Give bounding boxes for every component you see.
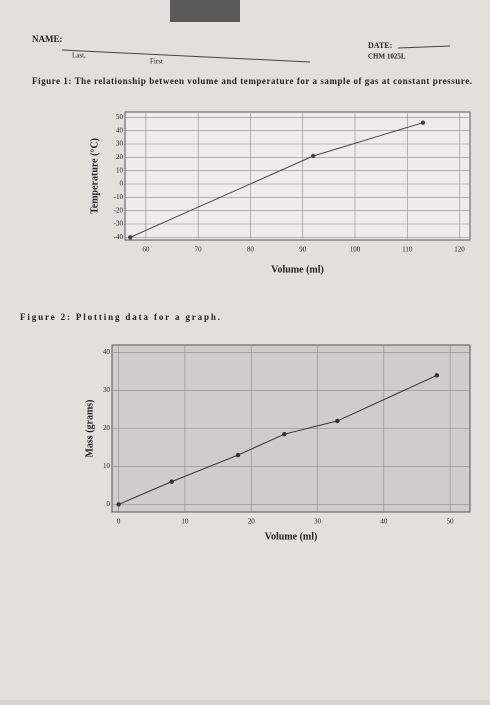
x-tick-label: 60 [142,246,150,254]
date-line [397,45,451,49]
last-label: Last, [72,52,86,60]
y-tick-label: 10 [103,462,111,470]
x-tick-label: 90 [299,246,307,254]
y-tick-label: -40 [114,233,124,241]
y-tick-label: 20 [103,424,111,432]
y-tick-label: 50 [116,113,124,121]
data-point [116,502,121,507]
x-tick-label: 80 [247,246,255,254]
first-label: First [150,58,163,66]
figure-caption: Figure 1: The relationship between volum… [32,76,472,86]
x-tick-label: 10 [181,518,189,526]
x-tick-label: 110 [402,246,413,254]
y-tick-label: 0 [107,500,111,508]
x-tick-label: 40 [380,518,388,526]
data-point [169,479,174,484]
date-label: DATE: [368,41,392,50]
y-tick-label: 40 [116,126,124,134]
plot-area [124,111,471,241]
data-point [235,452,241,458]
y-tick-label: 10 [116,166,124,174]
x-tick-label: 100 [350,246,361,254]
x-tick-label: 50 [447,518,455,526]
x-tick-label: 120 [454,246,465,254]
x-axis-label: Volume (ml) [271,264,324,275]
data-point [335,418,340,424]
x-tick-label: 30 [314,518,322,526]
data-point [282,431,287,437]
y-axis-label: Temperature (°C) [89,138,100,214]
name-line [61,49,311,63]
y-tick-label: 40 [103,348,111,356]
data-point [128,235,133,240]
y-tick-label: 20 [116,153,124,161]
y-tick-label: -10 [114,193,124,201]
y-axis-label: Mass (grams) [84,399,95,457]
data-point [310,153,316,159]
data-line [118,374,438,505]
y-tick-label: 30 [103,386,111,394]
data-point [434,373,440,378]
name-label: NAME: [32,34,63,44]
y-tick-label: 0 [120,180,124,188]
y-tick-label: 30 [116,140,124,148]
data-point [420,120,426,125]
course: CHM 1025L [368,53,406,61]
x-axis-label: Volume (ml) [265,531,318,542]
x-tick-label: 0 [117,518,121,526]
x-tick-label: 20 [248,518,256,526]
object-top [170,0,240,22]
y-tick-label: -30 [114,220,124,228]
x-tick-label: 70 [195,246,203,254]
y-tick-label: -20 [114,206,124,214]
